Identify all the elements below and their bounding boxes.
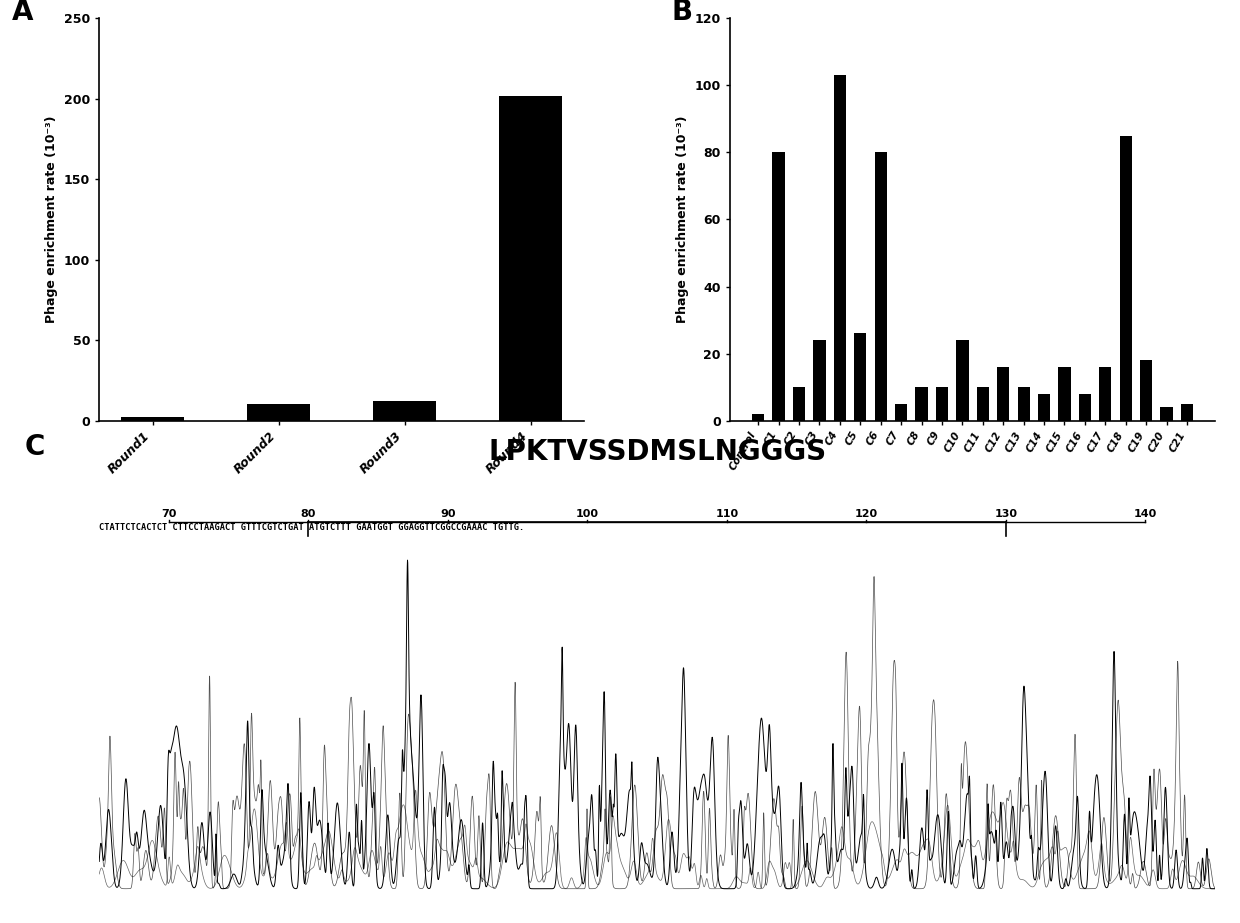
- Text: CTATTCTCACTCT CTTCCTAAGACT GTTTCGTCTGAT ATGTCTTT GAATGGT GGAGGTTCGGCCGAAAC TGTTG: CTATTCTCACTCT CTTCCTAAGACT GTTTCGTCTGAT …: [99, 523, 525, 533]
- Text: 120: 120: [854, 509, 878, 519]
- Bar: [854, 333, 867, 421]
- Bar: [956, 340, 968, 421]
- Y-axis label: Phage enrichment rate (10⁻³): Phage enrichment rate (10⁻³): [676, 115, 689, 323]
- Bar: [500, 96, 563, 421]
- Bar: [915, 387, 928, 421]
- Bar: [1079, 394, 1091, 421]
- Text: C: C: [25, 433, 45, 461]
- Text: 130: 130: [994, 509, 1018, 519]
- Text: B: B: [672, 0, 693, 27]
- Bar: [874, 152, 887, 421]
- Bar: [122, 417, 185, 421]
- Text: 70: 70: [161, 509, 176, 519]
- Bar: [1180, 403, 1193, 421]
- Text: 140: 140: [1133, 509, 1157, 519]
- Bar: [792, 387, 805, 421]
- Bar: [997, 367, 1009, 421]
- Bar: [1018, 387, 1029, 421]
- Text: 90: 90: [440, 509, 456, 519]
- Y-axis label: Phage enrichment rate (10⁻³): Phage enrichment rate (10⁻³): [46, 115, 58, 323]
- Bar: [1099, 367, 1111, 421]
- Bar: [977, 387, 990, 421]
- Bar: [1140, 360, 1152, 421]
- Bar: [773, 152, 785, 421]
- Bar: [247, 404, 310, 421]
- Text: A: A: [12, 0, 33, 27]
- Bar: [936, 387, 949, 421]
- Bar: [373, 402, 436, 421]
- Text: 110: 110: [715, 509, 739, 519]
- Bar: [833, 76, 846, 421]
- Bar: [1038, 394, 1050, 421]
- Bar: [895, 403, 908, 421]
- Bar: [813, 340, 826, 421]
- Bar: [1161, 407, 1173, 421]
- Bar: [751, 414, 764, 421]
- Text: 100: 100: [575, 509, 599, 519]
- Bar: [1059, 367, 1070, 421]
- Text: 80: 80: [301, 509, 316, 519]
- Text: LPKTVSSDMSLNGGGS: LPKTVSSDMSLNGGGS: [489, 438, 826, 465]
- Bar: [1120, 136, 1132, 421]
